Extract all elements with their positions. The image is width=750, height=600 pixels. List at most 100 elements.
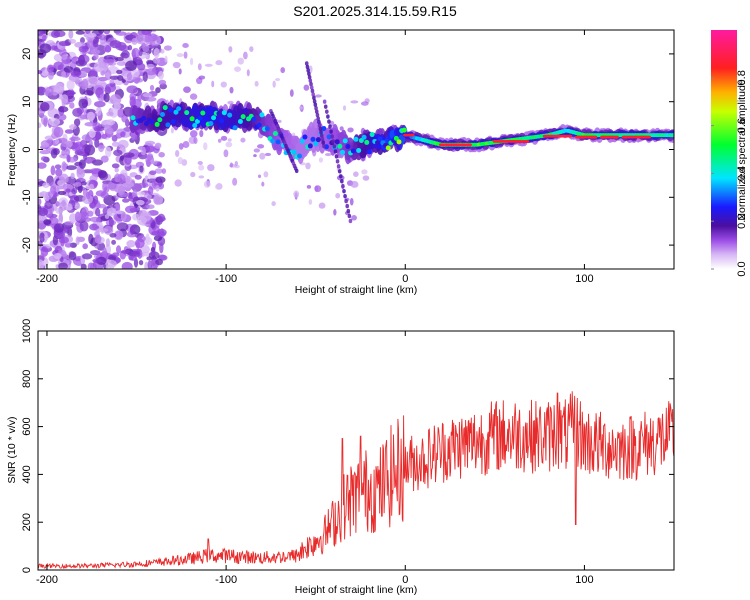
spectrogram-ridge-core [240, 114, 246, 120]
spectrogram-noise-blob [73, 182, 82, 187]
spectrogram-ridge-core [337, 143, 343, 149]
spectrogram-noise-blob [63, 225, 71, 233]
spectrogram-noise-blob [160, 49, 165, 54]
spectrogram-noise-blob [339, 126, 344, 131]
spectrogram-noise-blob [92, 195, 99, 205]
spectrogram-streak-cell [306, 68, 310, 73]
spectrogram-x-tick-label: 0 [402, 273, 408, 285]
spectrogram-noise-blob [148, 251, 160, 260]
spectrogram-ridge-core [345, 144, 351, 150]
spectrogram-noise-blob [88, 183, 95, 190]
spectrogram-noise-blob [234, 66, 242, 72]
spectrogram-streak-cell [340, 179, 344, 184]
spectrogram-noise-blob [257, 144, 265, 149]
spectrogram-noise-blob [120, 211, 127, 222]
spectrogram-noise-blob [117, 185, 126, 196]
snr-y-tick-label: 600 [21, 417, 33, 435]
colorbar-tick-label: 0.8 [736, 70, 748, 85]
spectrogram-noise-blob [58, 262, 68, 269]
spectrogram-noise-blob [38, 30, 44, 37]
spectrogram-streak-cell [318, 126, 323, 132]
spectrogram-x-tick-label: 100 [575, 273, 593, 285]
spectrogram-noise-blob [103, 54, 116, 61]
spectrogram-streak-cell [314, 109, 319, 114]
spectrogram-ridge-core [310, 136, 316, 142]
spectrogram-noise-blob [153, 235, 163, 242]
spectrogram-noise-blob [175, 150, 180, 158]
spectrogram-ridge-core [272, 130, 278, 136]
spectrogram-noise-blob [335, 193, 341, 199]
spectrogram-noise-blob [40, 156, 48, 162]
spectrogram-noise-blob [306, 184, 312, 189]
snr-y-tick-label: 200 [21, 513, 33, 531]
spectrogram-noise-blob [137, 191, 146, 196]
spectrogram-noise-blob [217, 138, 222, 143]
spectrogram-streak-cell [305, 64, 310, 70]
spectrogram-noise-blob [154, 168, 164, 174]
spectrogram-noise-blob [198, 75, 206, 80]
spectrogram-noise-blob [53, 61, 64, 70]
spectrogram-noise-blob [170, 127, 174, 134]
spectrogram-noise-blob [207, 164, 215, 172]
spectrogram-ridge-core [299, 138, 305, 144]
spectrogram-noise-blob [289, 89, 294, 97]
spectrogram-noise-blob [38, 69, 43, 75]
spectrogram-noise-blob [59, 173, 69, 184]
spectrogram-noise-blob [78, 54, 86, 66]
spectrogram-ridge-cell [290, 135, 298, 146]
spectrogram-noise-blob [94, 234, 102, 244]
spectrogram-streak-cell [310, 88, 315, 94]
spectrogram-noise-blob [41, 70, 49, 77]
spectrogram-ridge-core [369, 132, 375, 138]
spectrogram-noise-blob [54, 164, 62, 170]
spectrogram-streak-cell [324, 109, 329, 114]
spectrogram-noise-blob [43, 117, 48, 128]
spectrogram-noise-blob [58, 113, 67, 121]
spectrogram-noise-blob [93, 125, 102, 132]
spectrogram-noise-blob [68, 251, 77, 261]
spectrogram-ridge-core [157, 117, 163, 123]
spectrogram-noise-blob [61, 70, 67, 78]
spectrogram-noise-blob [106, 111, 114, 117]
spectrogram-noise-blob [112, 252, 120, 257]
spectrogram-y-tick-label: -20 [21, 237, 33, 253]
spectrogram-noise-blob [81, 78, 89, 89]
spectrogram-noise-blob [264, 152, 272, 157]
spectrogram-noise-blob [45, 86, 54, 97]
spectrogram-noise-blob [65, 148, 71, 156]
spectrogram-streak-cell [335, 159, 340, 164]
spectrogram-ridge-core [350, 148, 356, 154]
spectrogram-ridge-core [165, 122, 171, 128]
spectrogram-noise-blob [108, 217, 114, 228]
spectrogram-noise-blob [68, 30, 74, 39]
spectrogram-noise-blob [89, 216, 101, 223]
spectrogram-ridge-core [197, 115, 203, 121]
spectrogram-noise-blob [157, 70, 164, 80]
spectrogram-ridge-core [361, 134, 367, 140]
spectrogram-noise-blob [351, 215, 357, 221]
spectrogram-streak-cell [313, 102, 318, 107]
spectrogram-noise-blob [89, 175, 98, 182]
spectrogram-noise-blob [69, 213, 77, 224]
spectrogram-noise-blob [113, 102, 121, 111]
spectrogram-noise-blob [70, 71, 82, 76]
spectrogram-noise-blob [123, 152, 135, 158]
spectrogram-ridge-core [203, 116, 209, 122]
spectrogram-noise-blob [261, 181, 265, 187]
spectrogram-noise-blob [275, 78, 281, 82]
spectrogram-noise-blob [38, 198, 42, 206]
spectrogram-ridge-core [170, 119, 176, 125]
spectrogram-noise-blob [61, 54, 68, 61]
spectrogram-streak-cell [309, 81, 313, 87]
spectrogram-ridge-cell [191, 105, 199, 115]
spectrogram-y-tick-label: 10 [21, 96, 33, 108]
spectrogram-ridge-core [162, 105, 168, 111]
spectrogram-noise-blob [103, 225, 114, 235]
spectrogram-ridge-core [200, 110, 206, 116]
spectrogram-noise-blob [164, 55, 168, 63]
spectrogram-noise-blob [69, 124, 77, 130]
spectrogram-noise-blob [122, 182, 135, 188]
spectrogram-noise-blob [122, 198, 130, 203]
spectrogram-noise-blob [229, 86, 234, 94]
